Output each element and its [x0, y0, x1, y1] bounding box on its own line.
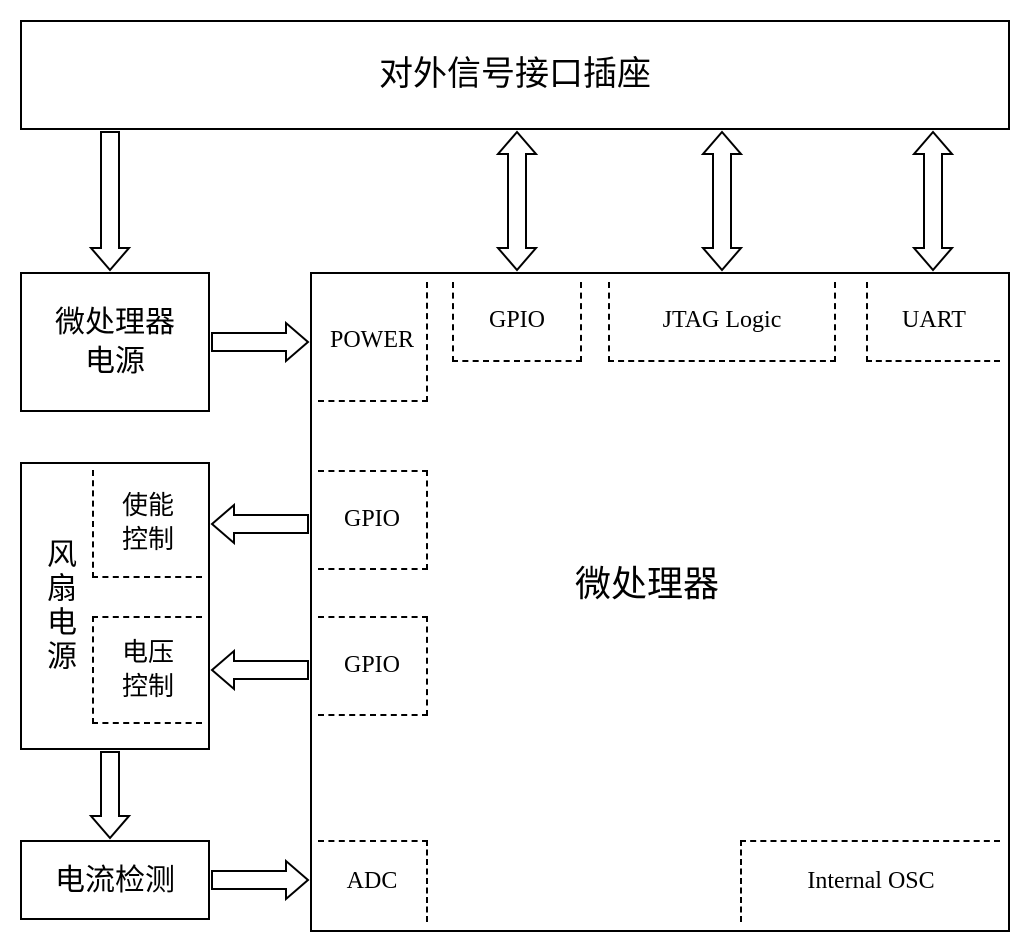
port-uart-label: UART: [902, 305, 966, 336]
arrow-gpio2-to-voltage: [212, 651, 308, 689]
fan-power-title: 风扇电源: [30, 478, 80, 734]
port-gpio-mid1-label: GPIO: [344, 504, 400, 535]
mcu-power-box-label: 微处理器 电源: [55, 303, 175, 381]
arrow-fan-to-current: [91, 752, 129, 838]
fan-voltage-box-label: 电压 控制: [122, 636, 174, 704]
fan-voltage-box: 电压 控制: [92, 616, 202, 724]
arrow-gpio-bi: [498, 132, 536, 270]
port-jtag: JTAG Logic: [608, 282, 836, 362]
port-adc: ADC: [318, 840, 428, 922]
fan-enable-box: 使能 控制: [92, 470, 202, 578]
arrow-current-to-adc: [212, 861, 308, 899]
port-jtag-label: JTAG Logic: [663, 305, 782, 336]
diagram-canvas: 对外信号接口插座微处理器 电源风扇电源使能 控制电压 控制电流检测 微处理器 POW…: [0, 0, 1030, 951]
current-detect-box: 电流检测: [20, 840, 210, 920]
arrow-uart-bi: [914, 132, 952, 270]
port-osc: Internal OSC: [740, 840, 1000, 922]
mcu-power-box: 微处理器 电源: [20, 272, 210, 412]
header-box: 对外信号接口插座: [20, 20, 1010, 130]
port-uart: UART: [866, 282, 1000, 362]
port-power: POWER: [318, 282, 428, 402]
port-gpio-top-label: GPIO: [489, 305, 545, 336]
port-power-label: POWER: [330, 325, 414, 356]
header-box-label: 对外信号接口插座: [379, 53, 651, 97]
arrow-jtag-bi: [703, 132, 741, 270]
port-gpio-mid2-label: GPIO: [344, 650, 400, 681]
port-gpio-mid1: GPIO: [318, 470, 428, 570]
port-adc-label: ADC: [347, 866, 398, 897]
mcu-title: 微处理器: [575, 555, 719, 607]
arrow-mcupower-to-power: [212, 323, 308, 361]
arrow-gpio1-to-enable: [212, 505, 308, 543]
port-gpio-top: GPIO: [452, 282, 582, 362]
current-detect-box-label: 电流检测: [55, 861, 175, 900]
port-gpio-mid2: GPIO: [318, 616, 428, 716]
port-osc-label: Internal OSC: [807, 866, 934, 897]
arrow-hdr-to-mcupower: [91, 132, 129, 270]
fan-enable-box-label: 使能 控制: [122, 489, 174, 557]
